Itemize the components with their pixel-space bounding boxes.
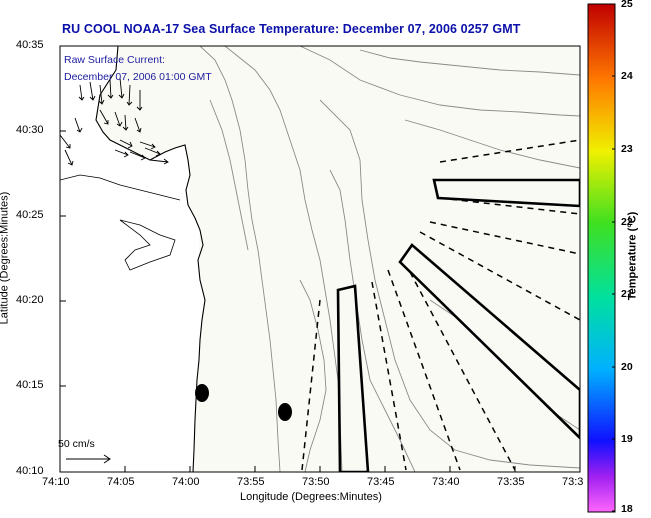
current-vectors xyxy=(60,77,169,166)
y-tick-label: 40:30 xyxy=(16,124,44,136)
x-axis-label: Longitude (Degrees:Minutes) xyxy=(240,491,382,503)
figure-title: RU COOL NOAA-17 Sea Surface Temperature:… xyxy=(62,22,521,36)
y-tick-label: 40:15 xyxy=(16,379,44,391)
colorbar xyxy=(587,3,616,513)
colorbar-tick-label: 25 xyxy=(621,0,633,10)
colorbar-tick-label: 21 xyxy=(621,288,633,300)
colorbar-tick-label: 20 xyxy=(621,361,633,373)
colorbar-ticks xyxy=(612,3,615,512)
bay-coast xyxy=(60,174,181,201)
x-tick-label: 73:50 xyxy=(302,476,330,488)
x-tick-label: 73:40 xyxy=(432,476,460,488)
y-tick-label: 40:10 xyxy=(16,465,44,477)
current-label-title: Raw Surface Current: xyxy=(64,54,165,66)
x-tick-label: 74:00 xyxy=(172,476,200,488)
colorbar-tick-label: 23 xyxy=(621,143,633,155)
inland-coast xyxy=(119,219,176,271)
buoy-marker xyxy=(195,384,209,402)
coastline xyxy=(95,46,206,472)
colorbar-label: Temperature (°C) xyxy=(626,211,639,301)
x-tick-label: 74:10 xyxy=(42,476,70,488)
y-tick-label: 40:20 xyxy=(16,294,44,306)
tick-marks xyxy=(59,45,516,473)
sector-outlines xyxy=(336,178,580,472)
scale-arrow xyxy=(66,454,111,464)
colorbar-tick-label: 18 xyxy=(621,503,633,515)
land-mass xyxy=(60,46,205,472)
current-label-date: December 07, 2006 01:00 GMT xyxy=(64,71,212,83)
x-tick-label: 74:05 xyxy=(107,476,135,488)
buoy-marker xyxy=(278,403,292,421)
x-tick-label: 73:45 xyxy=(367,476,395,488)
colorbar-tick-label: 24 xyxy=(621,70,633,82)
colorbar-tick-label: 22 xyxy=(621,216,633,228)
x-tick-label: 73:3 xyxy=(562,476,584,488)
y-axis-label: Latitude (Degrees:Minutes) xyxy=(0,191,11,325)
dashed-sectors xyxy=(301,139,580,471)
y-tick-label: 40:25 xyxy=(16,209,44,221)
scale-label: 50 cm/s xyxy=(58,438,95,450)
y-tick-label: 40:35 xyxy=(16,39,44,51)
x-tick-label: 73:35 xyxy=(497,476,525,488)
colorbar-tick-label: 19 xyxy=(621,433,633,445)
x-tick-label: 73:55 xyxy=(237,476,265,488)
